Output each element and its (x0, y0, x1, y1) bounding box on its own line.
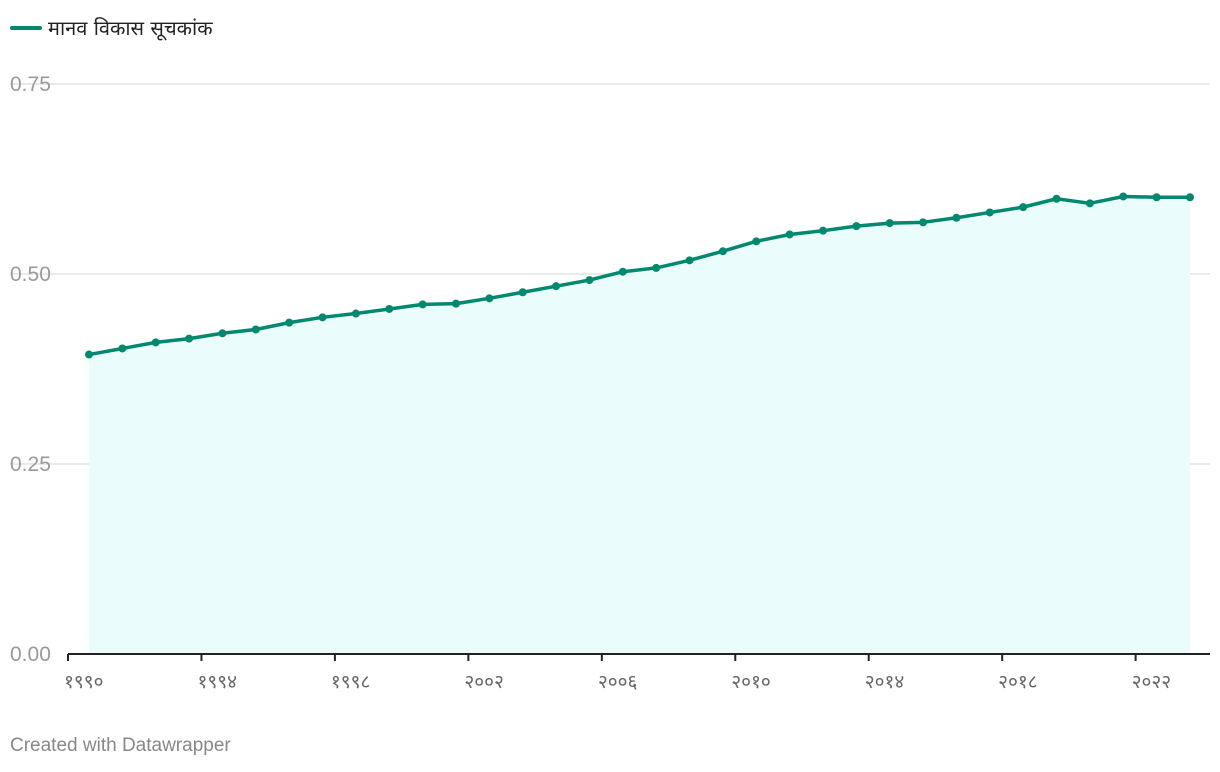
data-point (652, 263, 661, 272)
x-tick-label: १९९८ (331, 672, 371, 693)
legend: मानव विकास सूचकांक (10, 14, 213, 41)
axis-layer (67, 653, 1210, 661)
data-point (218, 329, 227, 338)
data-point (1186, 193, 1194, 202)
data-point (985, 208, 994, 217)
area-layer (89, 196, 1190, 655)
data-point (819, 226, 827, 235)
data-point (952, 213, 961, 222)
data-point (919, 218, 928, 227)
x-tick-labels: १९९० १९९४ १९९८ २००२ २००६ २०१० २०१४ २०१८ २०२२ (64, 672, 1171, 693)
data-point (785, 230, 794, 239)
x-tick-label: २०१८ (998, 672, 1038, 693)
data-point (852, 222, 861, 231)
y-tick-label: 0.00 (10, 643, 51, 666)
data-point (1052, 194, 1061, 203)
data-point (185, 334, 194, 343)
data-point (585, 276, 594, 285)
legend-swatch (10, 25, 42, 30)
x-tick-label: २००२ (464, 672, 504, 693)
data-point (885, 219, 894, 228)
data-point (685, 256, 694, 265)
x-tick-label: १९९० (64, 672, 104, 693)
data-point (752, 237, 761, 246)
data-point (418, 300, 427, 309)
points-layer (85, 192, 1194, 359)
x-tick-label: २०२२ (1132, 672, 1172, 693)
data-point (1085, 199, 1094, 208)
data-point (351, 309, 360, 318)
data-point (1119, 192, 1128, 201)
footer-credit: Created with Datawrapper (10, 735, 231, 756)
y-tick-labels: 0.75 0.50 0.25 0.00 (10, 73, 51, 666)
x-tick-label: २०१४ (865, 672, 905, 693)
y-tick-label: 0.25 (10, 453, 51, 476)
data-point (385, 304, 394, 313)
data-point (718, 247, 727, 256)
data-point (1152, 193, 1161, 202)
data-point (151, 338, 160, 347)
y-tick-label: 0.50 (10, 263, 51, 286)
data-point (618, 267, 627, 276)
data-point (518, 288, 527, 297)
data-point (118, 344, 127, 353)
area-fill (89, 196, 1190, 655)
data-point (452, 299, 460, 308)
data-point (485, 294, 494, 303)
y-tick-label: 0.75 (10, 73, 51, 96)
x-tick-label: २००६ (598, 672, 638, 693)
x-tick-label: १९९४ (197, 672, 237, 693)
data-point (85, 350, 93, 359)
series-line (87, 194, 1192, 357)
data-point (285, 318, 294, 327)
data-point (552, 282, 561, 291)
data-point (1019, 203, 1028, 212)
x-tick-label: २०१० (731, 672, 771, 693)
line-layer (87, 194, 1192, 357)
legend-label: मानव विकास सूचकांक (48, 16, 213, 40)
data-point (251, 325, 260, 334)
data-point (318, 313, 327, 322)
